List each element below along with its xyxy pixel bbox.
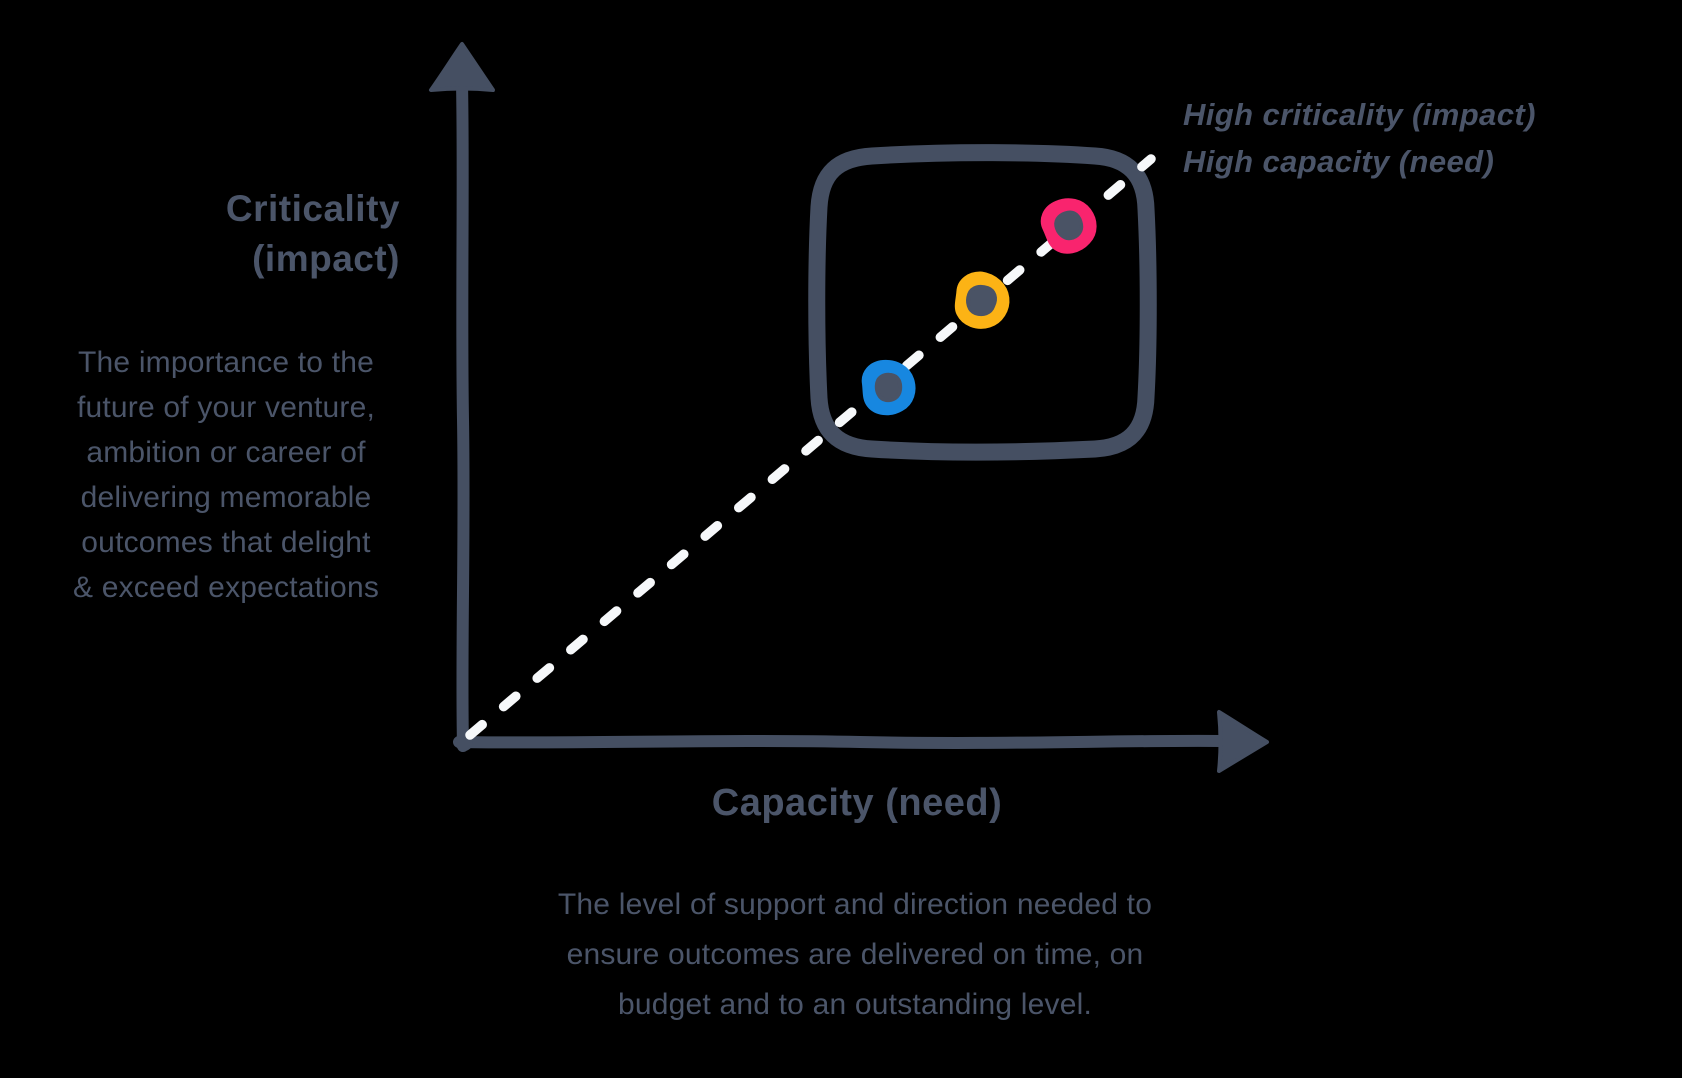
quadrant-annotation-line: High capacity (need)	[1183, 144, 1495, 179]
dot-pink	[1040, 198, 1097, 254]
y-axis-description-line: ambition or career of	[86, 436, 366, 469]
x-axis-line	[453, 734, 1228, 749]
diagonal-dashed-line	[465, 154, 1156, 740]
quadrant-annotation: High criticality (impact) High capacity …	[1183, 91, 1643, 185]
y-axis-description-line: & exceed expectations	[72, 571, 380, 604]
quadrant-annotation-line: High criticality (impact)	[1183, 97, 1536, 132]
y-axis-description-line: future of your venture,	[76, 391, 376, 424]
dot-pink-inner	[1054, 210, 1084, 241]
x-axis-description-line: ensure outcomes are delivered on time, o…	[566, 938, 1144, 971]
y-axis-description-line: The importance to the	[77, 346, 375, 379]
x-axis-description: The level of support and direction neede…	[472, 880, 1238, 1030]
dot-yellow-inner	[966, 284, 997, 317]
y-axis-description-line: outcomes that delight	[81, 526, 371, 559]
x-axis-arrowhead-icon	[1217, 710, 1269, 773]
highlight-box	[808, 144, 1157, 461]
y-axis-description-line: delivering memorable	[80, 481, 372, 514]
y-axis-arrowhead-icon	[429, 42, 495, 92]
y-axis-line	[456, 78, 470, 752]
dot-blue-inner	[874, 372, 903, 403]
y-axis-description: The importance to the future of your ven…	[48, 340, 404, 610]
y-axis-title-line: (impact)	[252, 238, 400, 279]
x-axis-description-line: The level of support and direction neede…	[557, 888, 1153, 921]
x-axis-title: Capacity (need)	[711, 782, 1003, 824]
x-axis-description-line: budget and to an outstanding level.	[617, 988, 1093, 1021]
dot-yellow	[954, 271, 1010, 329]
y-axis-title: Criticality (impact)	[40, 184, 400, 284]
dot-blue	[861, 359, 916, 416]
y-axis-title-line: Criticality	[225, 188, 400, 229]
